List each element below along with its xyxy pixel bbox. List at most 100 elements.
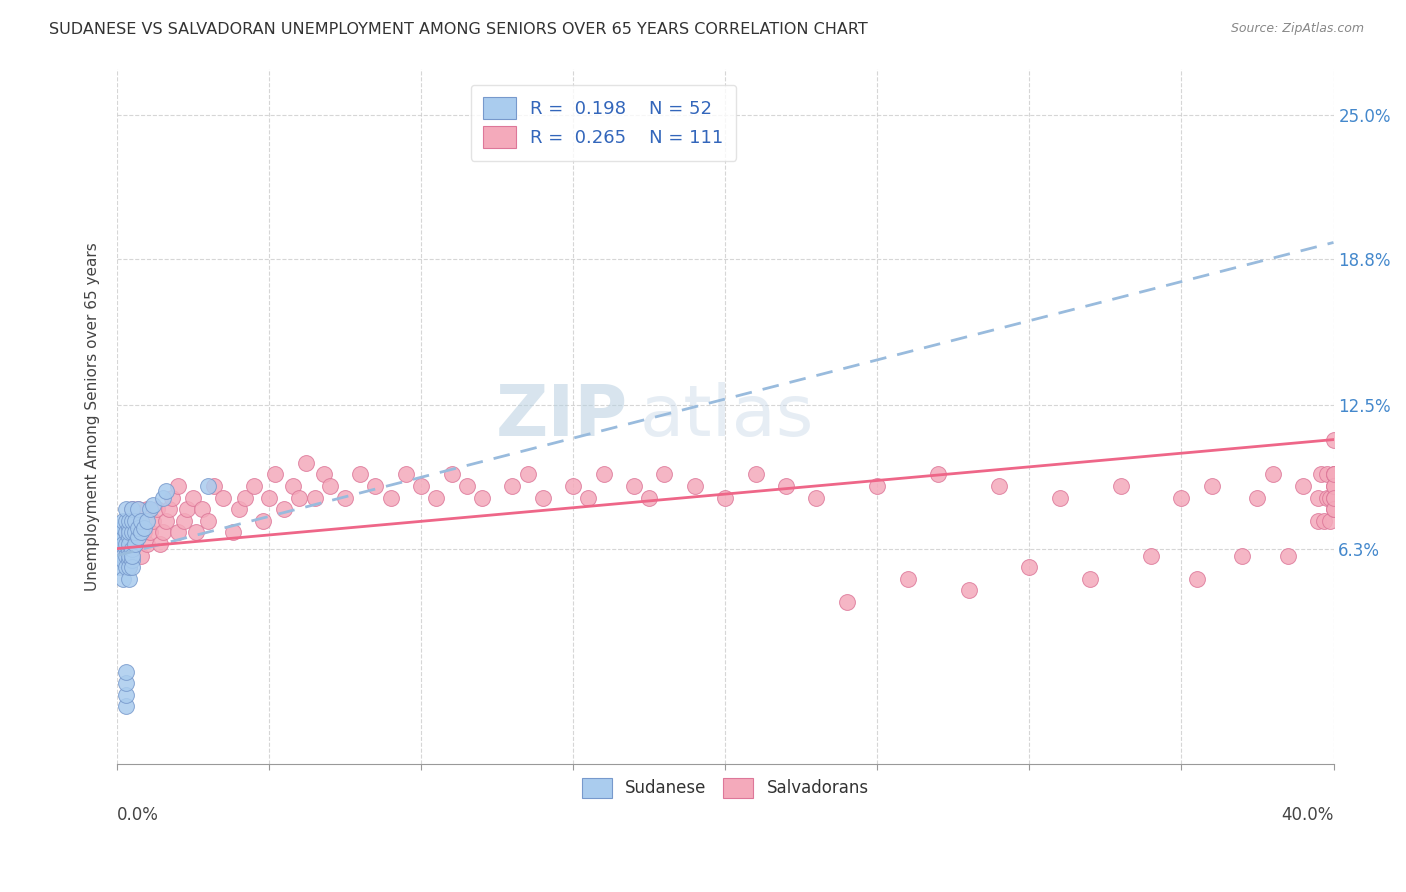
- Point: [471, 491, 494, 505]
- Point: [152, 525, 174, 540]
- Point: [121, 502, 143, 516]
- Point: [380, 491, 402, 505]
- Point: [155, 483, 177, 498]
- Point: [139, 525, 162, 540]
- Point: [288, 491, 311, 505]
- Point: [252, 514, 274, 528]
- Point: [121, 549, 143, 563]
- Point: [516, 467, 538, 482]
- Point: [118, 553, 141, 567]
- Point: [121, 525, 143, 540]
- Point: [118, 521, 141, 535]
- Point: [1310, 467, 1333, 482]
- Point: [775, 479, 797, 493]
- Point: [118, 514, 141, 528]
- Point: [319, 479, 342, 493]
- Point: [173, 514, 195, 528]
- Point: [927, 467, 949, 482]
- Point: [129, 549, 152, 563]
- Point: [866, 479, 889, 493]
- Point: [1313, 514, 1336, 528]
- Point: [121, 553, 143, 567]
- Point: [501, 479, 523, 493]
- Point: [1322, 467, 1344, 482]
- Point: [127, 530, 149, 544]
- Point: [142, 498, 165, 512]
- Point: [121, 514, 143, 528]
- Point: [115, 514, 138, 528]
- Point: [145, 502, 167, 516]
- Point: [136, 502, 159, 516]
- Point: [562, 479, 585, 493]
- Point: [1078, 572, 1101, 586]
- Point: [112, 537, 135, 551]
- Point: [988, 479, 1011, 493]
- Point: [1322, 467, 1344, 482]
- Point: [115, 525, 138, 540]
- Point: [121, 502, 143, 516]
- Point: [124, 514, 146, 528]
- Point: [127, 502, 149, 516]
- Point: [108, 560, 131, 574]
- Point: [124, 514, 146, 528]
- Point: [115, 549, 138, 563]
- Point: [1319, 491, 1341, 505]
- Point: [139, 502, 162, 516]
- Point: [273, 502, 295, 516]
- Point: [166, 479, 188, 493]
- Point: [654, 467, 676, 482]
- Point: [118, 544, 141, 558]
- Point: [181, 491, 204, 505]
- Point: [148, 537, 170, 551]
- Point: [349, 467, 371, 482]
- Point: [1308, 491, 1330, 505]
- Point: [1322, 479, 1344, 493]
- Point: [129, 525, 152, 540]
- Point: [142, 514, 165, 528]
- Point: [228, 502, 250, 516]
- Point: [425, 491, 447, 505]
- Point: [134, 521, 156, 535]
- Point: [160, 491, 183, 505]
- Point: [108, 549, 131, 563]
- Point: [166, 525, 188, 540]
- Point: [592, 467, 614, 482]
- Point: [191, 502, 214, 516]
- Point: [136, 514, 159, 528]
- Point: [184, 525, 207, 540]
- Text: 0.0%: 0.0%: [117, 806, 159, 824]
- Point: [108, 525, 131, 540]
- Point: [121, 525, 143, 540]
- Point: [112, 549, 135, 563]
- Legend: Sudanese, Salvadorans: Sudanese, Salvadorans: [575, 771, 876, 805]
- Point: [202, 479, 225, 493]
- Point: [118, 572, 141, 586]
- Point: [576, 491, 599, 505]
- Point: [806, 491, 828, 505]
- Point: [1049, 491, 1071, 505]
- Point: [395, 467, 418, 482]
- Point: [1018, 560, 1040, 574]
- Point: [197, 514, 219, 528]
- Point: [124, 537, 146, 551]
- Point: [108, 537, 131, 551]
- Point: [115, 525, 138, 540]
- Point: [1322, 479, 1344, 493]
- Point: [364, 479, 387, 493]
- Point: [1232, 549, 1254, 563]
- Point: [243, 479, 266, 493]
- Point: [638, 491, 661, 505]
- Y-axis label: Unemployment Among Seniors over 65 years: Unemployment Among Seniors over 65 years: [86, 242, 100, 591]
- Point: [112, 530, 135, 544]
- Text: Source: ZipAtlas.com: Source: ZipAtlas.com: [1230, 22, 1364, 36]
- Point: [112, 514, 135, 528]
- Point: [197, 479, 219, 493]
- Point: [121, 549, 143, 563]
- Point: [176, 502, 198, 516]
- Point: [957, 583, 980, 598]
- Point: [714, 491, 737, 505]
- Point: [112, 553, 135, 567]
- Point: [115, 665, 138, 679]
- Point: [1140, 549, 1163, 563]
- Point: [1322, 491, 1344, 505]
